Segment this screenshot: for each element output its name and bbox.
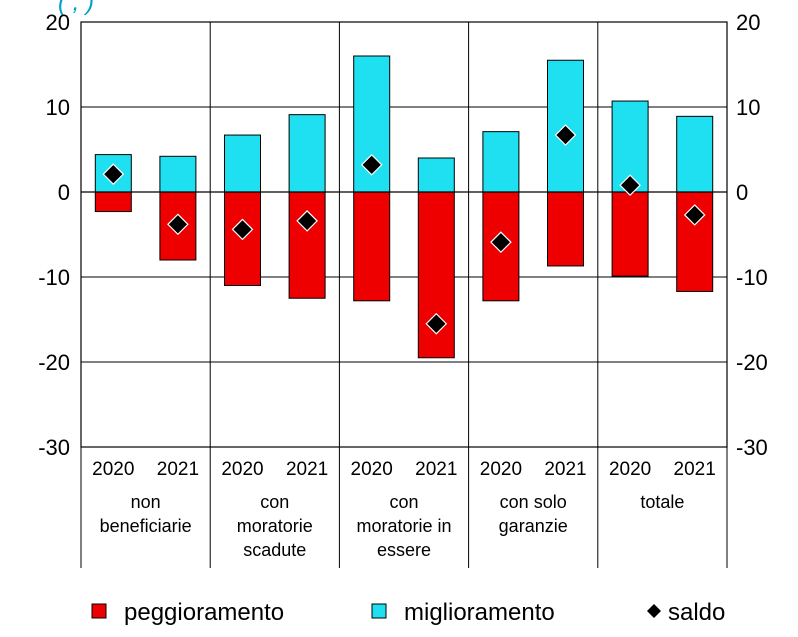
x-group-label: non — [131, 492, 161, 512]
saldo-markers — [102, 124, 706, 335]
x-tick-label-year: 2020 — [221, 459, 263, 480]
y-tick-label-right: 0 — [736, 180, 748, 205]
bar-miglioramento — [482, 131, 520, 193]
plot-border — [80, 21, 728, 448]
x-group-label: con solo — [500, 492, 567, 512]
bar-miglioramento — [159, 155, 197, 193]
marker-saldo — [167, 213, 189, 236]
bar-miglioramento — [676, 115, 714, 193]
x-tick-label-year: 2020 — [609, 459, 651, 480]
bar-peggioramento — [288, 191, 326, 299]
x-tick-label-year: 2021 — [286, 459, 328, 480]
legend-label-peggioramento: peggioramento — [124, 599, 284, 626]
x-group-label: moratorie — [237, 516, 313, 536]
bar-miglioramento — [417, 157, 455, 193]
y-tick-label-right: -30 — [736, 435, 768, 460]
marker-saldo — [683, 204, 706, 226]
bar-peggioramento — [611, 191, 649, 277]
x-tick-label-year: 2021 — [157, 459, 199, 480]
x-group-label: garanzie — [499, 516, 568, 536]
marker-saldo — [554, 124, 577, 146]
bar-miglioramento — [224, 134, 261, 193]
marker-saldo — [490, 231, 512, 253]
x-group-label: beneficiarie — [100, 516, 192, 536]
y-tick-label-right: -10 — [736, 265, 768, 290]
x-group-label: essere — [377, 540, 431, 560]
marker-saldo — [296, 210, 318, 232]
marker-saldo — [425, 312, 448, 335]
bar-miglioramento — [288, 114, 326, 193]
x-group-label: moratorie in — [356, 516, 451, 536]
y-tick-label-left: 0 — [58, 180, 70, 205]
x-tick-label-year: 2021 — [544, 459, 586, 480]
legend-swatch-saldo — [647, 604, 661, 618]
x-tick-label-year: 2021 — [415, 459, 457, 480]
legend-label-saldo: saldo — [668, 599, 725, 626]
chart-title-fragment: ( , ) — [58, 0, 94, 16]
plot-frame — [80, 21, 728, 568]
bar-peggioramento — [353, 191, 391, 302]
x-group-label: con — [260, 492, 289, 512]
axes: 20 20 10 10 0 0 -10 -10 -20 -20 -30 -30 — [38, 10, 768, 460]
y-tick-label-right: -20 — [736, 350, 768, 375]
marker-saldo — [360, 153, 383, 176]
marker-saldo — [102, 163, 125, 185]
y-tick-label-right: 20 — [736, 10, 760, 35]
y-tick-label-left: -20 — [38, 350, 70, 375]
x-tick-label-year: 2020 — [480, 459, 522, 480]
x-tick-label-year: 2021 — [674, 459, 716, 480]
x-group-label: con — [389, 492, 418, 512]
x-group-label: scadute — [243, 540, 306, 560]
y-tick-label-left: 10 — [46, 95, 70, 120]
legend-swatch-peggioramento — [91, 603, 107, 619]
bar-peggioramento — [547, 191, 584, 267]
marker-saldo — [231, 218, 254, 241]
marker-saldo — [619, 174, 641, 197]
y-tick-label-left: -10 — [38, 265, 70, 290]
y-tick-label-left: 20 — [46, 10, 70, 35]
x-group-label: totale — [640, 492, 684, 512]
legend-swatch-miglioramento — [371, 603, 387, 619]
legend-label-miglioramento: miglioramento — [404, 599, 555, 626]
bar-peggioramento — [94, 191, 132, 213]
x-tick-label-year: 2020 — [92, 459, 134, 480]
y-tick-label-left: -30 — [38, 435, 70, 460]
x-tick-label-year: 2020 — [351, 459, 393, 480]
y-tick-label-right: 10 — [736, 95, 760, 120]
legend: peggioramento miglioramento saldo — [91, 599, 725, 626]
bars — [94, 55, 714, 359]
x-axis-labels: 2020 2021 non beneficiarie 2020 2021 con morato… — [92, 459, 716, 560]
